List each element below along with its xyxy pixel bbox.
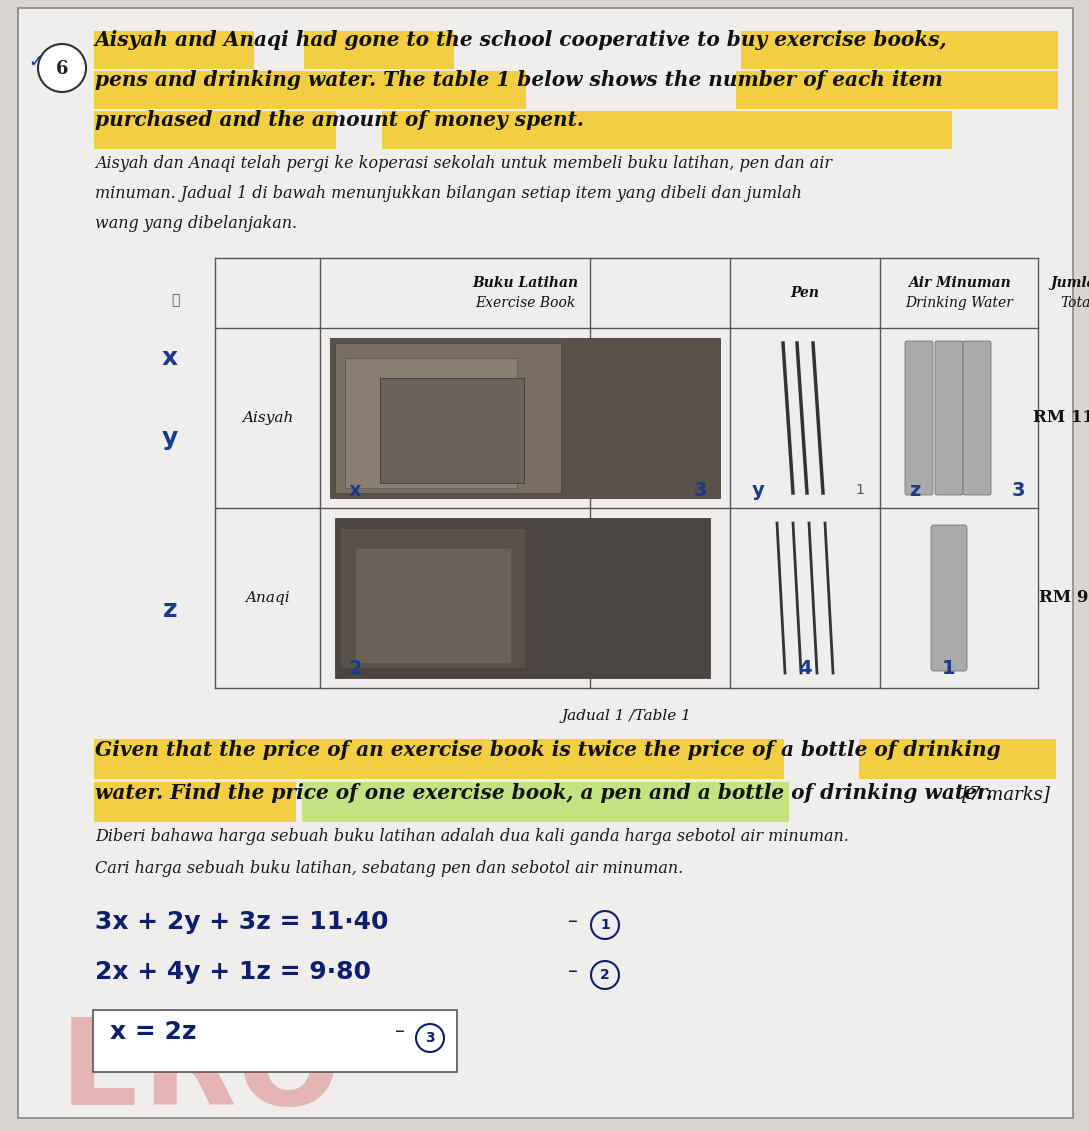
FancyBboxPatch shape [382, 111, 952, 149]
Text: Cari harga sebuah buku latihan, sebatang pen dan sebotol air minuman.: Cari harga sebuah buku latihan, sebatang… [95, 860, 683, 877]
Text: Pen: Pen [791, 286, 820, 300]
Text: Buku Latihan: Buku Latihan [472, 276, 578, 290]
Text: minuman. Jadual 1 di bawah menunjukkan bilangan setiap item yang dibeli dan juml: minuman. Jadual 1 di bawah menunjukkan b… [95, 185, 802, 202]
Text: 4: 4 [798, 658, 811, 677]
Text: –: – [568, 912, 578, 931]
Text: 3: 3 [425, 1031, 435, 1045]
Text: RM 9.80: RM 9.80 [1039, 589, 1089, 606]
Text: Exercise Book: Exercise Book [475, 296, 575, 310]
FancyBboxPatch shape [330, 338, 720, 498]
Text: 1: 1 [942, 658, 956, 677]
Text: y: y [162, 426, 179, 450]
FancyBboxPatch shape [304, 31, 454, 69]
Text: 1: 1 [856, 483, 865, 497]
Text: 2x + 4y + 1z = 9·80: 2x + 4y + 1z = 9·80 [95, 960, 371, 984]
Text: [7 marks]: [7 marks] [962, 785, 1050, 803]
FancyBboxPatch shape [340, 528, 525, 668]
FancyBboxPatch shape [302, 782, 790, 822]
Text: 3: 3 [694, 481, 707, 500]
Text: Anaqi: Anaqi [245, 592, 290, 605]
FancyBboxPatch shape [19, 8, 1073, 1119]
FancyBboxPatch shape [94, 71, 526, 109]
FancyBboxPatch shape [335, 518, 710, 677]
FancyBboxPatch shape [355, 549, 511, 663]
FancyBboxPatch shape [93, 1010, 457, 1072]
Text: z: z [909, 481, 920, 500]
Text: 1: 1 [600, 918, 610, 932]
Text: 小: 小 [171, 293, 180, 307]
Text: x: x [162, 346, 179, 370]
FancyBboxPatch shape [905, 342, 933, 495]
Text: 2: 2 [600, 968, 610, 982]
Text: water. Find the price of one exercise book, a pen and a bottle of drinking water: water. Find the price of one exercise bo… [95, 783, 993, 803]
Text: 3x + 2y + 3z = 11·40: 3x + 2y + 3z = 11·40 [95, 910, 389, 934]
Text: 3: 3 [1012, 481, 1025, 500]
Text: Aisyah dan Anaqi telah pergi ke koperasi sekolah untuk membeli buku latihan, pen: Aisyah dan Anaqi telah pergi ke koperasi… [95, 155, 832, 172]
Text: 2: 2 [348, 658, 362, 677]
Text: RM 11.40: RM 11.40 [1033, 409, 1089, 426]
Text: Total: Total [1061, 296, 1089, 310]
Text: Diberi bahawa harga sebuah buku latihan adalah dua kali ganda harga sebotol air : Diberi bahawa harga sebuah buku latihan … [95, 828, 848, 845]
FancyBboxPatch shape [345, 359, 517, 487]
FancyBboxPatch shape [935, 342, 963, 495]
FancyBboxPatch shape [94, 782, 296, 822]
Text: –: – [568, 962, 578, 981]
Text: 6: 6 [56, 60, 69, 78]
FancyBboxPatch shape [94, 739, 784, 779]
Text: z: z [162, 598, 178, 622]
FancyBboxPatch shape [94, 111, 337, 149]
FancyBboxPatch shape [335, 343, 561, 493]
Text: ERO: ERO [60, 1013, 342, 1130]
FancyBboxPatch shape [94, 31, 254, 69]
Text: Aisyah: Aisyah [242, 411, 293, 425]
FancyBboxPatch shape [931, 525, 967, 671]
Text: wang yang dibelanjakan.: wang yang dibelanjakan. [95, 215, 297, 232]
Text: Aisyah and Anaqi had gone to the school cooperative to buy exercise books,: Aisyah and Anaqi had gone to the school … [95, 31, 947, 50]
Text: y: y [751, 481, 764, 500]
Text: ✓: ✓ [28, 53, 44, 71]
Text: Jumlah: Jumlah [1050, 276, 1089, 290]
FancyBboxPatch shape [859, 739, 1056, 779]
FancyBboxPatch shape [963, 342, 991, 495]
Text: x = 2z: x = 2z [110, 1020, 196, 1044]
Text: –: – [395, 1022, 405, 1041]
Text: Drinking Water: Drinking Water [905, 296, 1013, 310]
Text: Given that the price of an exercise book is twice the price of a bottle of drink: Given that the price of an exercise book… [95, 740, 1001, 760]
Circle shape [38, 44, 86, 92]
Text: Air Minuman: Air Minuman [907, 276, 1011, 290]
FancyBboxPatch shape [741, 31, 1059, 69]
Text: pens and drinking water. The table 1 below shows the number of each item: pens and drinking water. The table 1 bel… [95, 70, 943, 90]
FancyBboxPatch shape [736, 71, 1059, 109]
Text: Jadual 1 /Table 1: Jadual 1 /Table 1 [562, 709, 692, 723]
Text: x: x [348, 481, 362, 500]
Text: purchased and the amount of money spent.: purchased and the amount of money spent. [95, 110, 584, 130]
FancyBboxPatch shape [380, 378, 524, 483]
